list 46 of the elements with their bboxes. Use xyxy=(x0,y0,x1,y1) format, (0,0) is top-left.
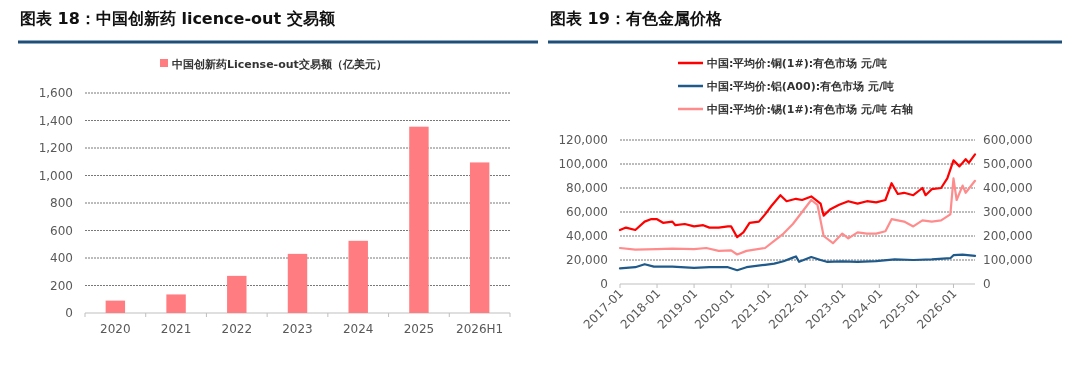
y-tick-label: 1,000 xyxy=(38,168,73,183)
bar xyxy=(105,300,126,313)
y2-tick-label: 400,000 xyxy=(983,181,1033,195)
y-tick-label: 100,000 xyxy=(558,157,608,171)
y-tick-label: 20,000 xyxy=(566,253,608,267)
legend-label: 中国:平均价:铝(A00):有色市场 元/吨 xyxy=(707,80,894,93)
chart-title: 图表 19：有色金属价格 xyxy=(550,9,723,28)
x-tick-label: 2024 xyxy=(342,322,374,336)
y2-tick-label: 600,000 xyxy=(983,133,1033,147)
y2-tick-label: 100,000 xyxy=(983,253,1033,267)
y-tick-label: 40,000 xyxy=(566,229,608,243)
y2-tick-label: 0 xyxy=(983,277,991,291)
y-tick-label: 1,600 xyxy=(38,86,73,100)
y2-tick-label: 500,000 xyxy=(983,157,1033,171)
legend-label: 中国创新药License-out交易额（亿美元） xyxy=(172,58,387,71)
y-tick-label: 60,000 xyxy=(566,205,608,219)
x-tick-label: 2023 xyxy=(282,322,313,336)
y-tick-label: 200 xyxy=(50,278,73,293)
legend-label: 中国:平均价:锡(1#):有色市场 元/吨 右轴 xyxy=(707,103,913,116)
bar xyxy=(469,162,490,313)
y-tick-label: 800 xyxy=(50,196,73,210)
y2-tick-label: 200,000 xyxy=(983,229,1033,243)
y-tick-label: 1,200 xyxy=(38,141,73,155)
legend-label: 中国:平均价:铜(1#):有色市场 元/吨 xyxy=(707,57,887,70)
bar xyxy=(287,253,308,313)
bar xyxy=(348,240,368,313)
y-tick-label: 0 xyxy=(65,306,73,320)
bar xyxy=(166,294,186,313)
x-tick-label: 2026H1 xyxy=(456,322,504,336)
x-tick-label: 2022 xyxy=(221,322,253,336)
chart-title: 图表 18：中国创新药 licence-out 交易额 xyxy=(20,9,336,28)
line-series xyxy=(618,253,977,272)
y-tick-label: 120,000 xyxy=(558,133,608,147)
y2-tick-label: 300,000 xyxy=(983,205,1033,219)
y-tick-label: 0 xyxy=(600,277,608,291)
bar xyxy=(227,275,247,313)
line-series xyxy=(618,177,977,256)
y-tick-label: 1,400 xyxy=(38,113,73,128)
y-tick-label: 80,000 xyxy=(566,181,608,195)
bar xyxy=(409,126,429,313)
x-tick-label: 2021 xyxy=(160,322,192,336)
y-tick-label: 600 xyxy=(50,223,73,238)
line-series xyxy=(618,153,977,239)
y-tick-label: 400 xyxy=(50,251,73,265)
x-tick-label: 2020 xyxy=(100,322,131,336)
x-tick-label: 2025 xyxy=(403,322,435,336)
